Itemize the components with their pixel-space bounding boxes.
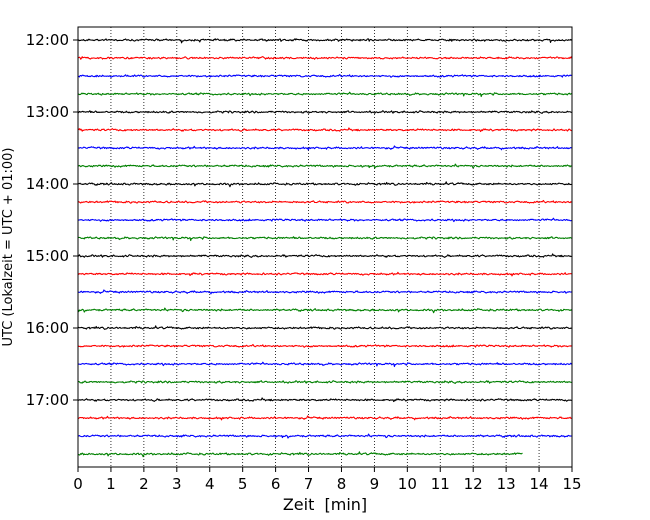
- trace-1615: [77, 343, 572, 348]
- trace-1215: [77, 56, 573, 60]
- x-axis-label: Zeit [min]: [283, 495, 367, 514]
- seismic-traces: [77, 38, 573, 458]
- trace-1500: [77, 253, 572, 258]
- y-tick-label: 17:00: [26, 391, 69, 409]
- trace-1515: [77, 271, 572, 277]
- trace-1545: [77, 307, 572, 314]
- x-tick-label: 7: [304, 475, 314, 493]
- x-tick-label: 11: [431, 475, 450, 493]
- trace-1200: [77, 38, 572, 44]
- y-tick-label: 12:00: [26, 31, 69, 49]
- trace-1700: [77, 397, 572, 403]
- y-tick-label: 14:00: [26, 175, 69, 193]
- trace-1400: [77, 181, 572, 188]
- x-tick-label: 0: [73, 475, 83, 493]
- trace-1630: [77, 361, 572, 368]
- x-tick-label: 4: [205, 475, 215, 493]
- y-axis-label: UTC (Lokalzeit = UTC + 01:00): [1, 148, 16, 347]
- trace-1430: [77, 217, 572, 223]
- x-tick-label: 2: [139, 475, 149, 493]
- trace-1715: [77, 415, 572, 421]
- plot-area-frame: [77, 26, 573, 468]
- x-tick-label: 14: [530, 475, 549, 493]
- trace-1415: [77, 199, 572, 204]
- trace-1245: [77, 91, 572, 98]
- trace-1730: [77, 433, 572, 439]
- x-tick-label: 1: [106, 475, 116, 493]
- x-tick-label: 5: [238, 475, 248, 493]
- x-tick-label: 13: [497, 475, 516, 493]
- trace-1300: [77, 110, 572, 114]
- trace-1315: [77, 127, 572, 133]
- trace-1530: [77, 289, 572, 295]
- y-axis-ticks: 12:00 13:00 14:00 15:00 16:00 17:00: [26, 31, 78, 409]
- y-tick-label: 15:00: [26, 247, 69, 265]
- trace-1745: [77, 451, 523, 458]
- trace-1330: [77, 145, 572, 151]
- trace-1600: [77, 325, 572, 330]
- trace-1445: [77, 236, 572, 242]
- x-tick-label: 3: [172, 475, 182, 493]
- x-tick-label: 6: [271, 475, 281, 493]
- x-tick-label: 10: [398, 475, 417, 493]
- x-tick-label: 12: [464, 475, 483, 493]
- x-tick-label: 9: [370, 475, 380, 493]
- x-tick-label: 15: [562, 475, 581, 493]
- y-tick-label: 13:00: [26, 103, 69, 121]
- trace-1230: [77, 73, 572, 78]
- y-tick-label: 16:00: [26, 319, 69, 337]
- trace-1645: [77, 380, 572, 384]
- x-tick-label: 8: [337, 475, 347, 493]
- trace-1345: [77, 163, 572, 169]
- grid-lines: [110, 27, 540, 467]
- x-axis-ticks: 0 1 2 3 4 5 6 7 8 9 10 11 12 13 14 15: [73, 467, 582, 493]
